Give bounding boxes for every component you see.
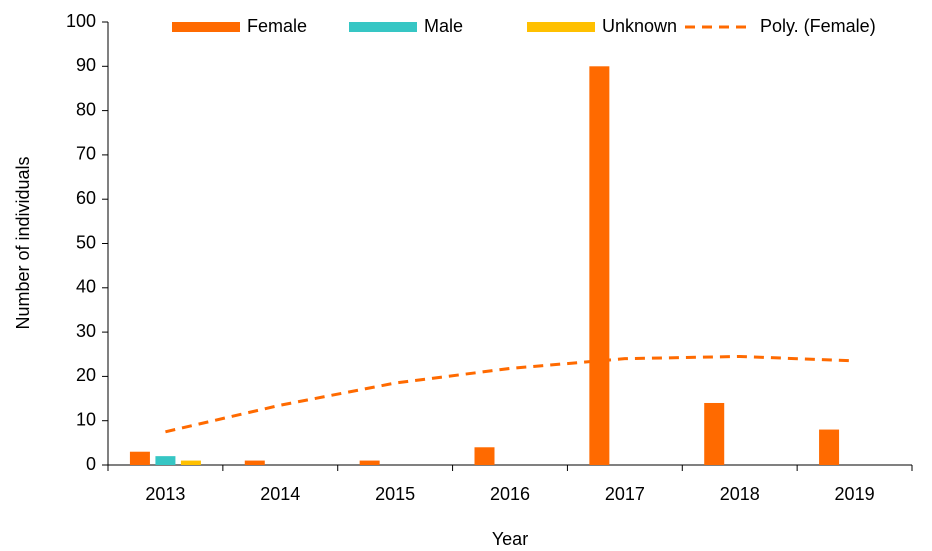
x-tick-label: 2014 [260, 484, 300, 504]
x-tick-label: 2017 [605, 484, 645, 504]
bar [180, 460, 201, 465]
legend-swatch [172, 22, 240, 32]
bar [819, 429, 840, 465]
y-tick-label: 60 [76, 188, 96, 208]
x-tick-label: 2019 [835, 484, 875, 504]
bar [359, 460, 380, 465]
legend-swatch [349, 22, 417, 32]
y-tick-label: 10 [76, 409, 96, 429]
y-tick-label: 50 [76, 232, 96, 252]
legend-label: Poly. (Female) [760, 16, 876, 36]
legend-label: Unknown [602, 16, 677, 36]
y-tick-label: 70 [76, 144, 96, 164]
bar [155, 456, 176, 465]
bar [704, 402, 725, 465]
x-tick-label: 2015 [375, 484, 415, 504]
x-tick-label: 2016 [490, 484, 530, 504]
trend-line [165, 354, 855, 434]
bar [129, 451, 150, 465]
y-tick-label: 40 [76, 277, 96, 297]
bar [244, 460, 265, 465]
legend-label: Female [247, 16, 307, 36]
bar [589, 66, 610, 466]
bar [474, 447, 495, 465]
x-tick-label: 2018 [720, 484, 760, 504]
y-tick-label: 0 [86, 454, 96, 474]
x-tick-label: 2013 [145, 484, 185, 504]
legend-label: Male [424, 16, 463, 36]
y-axis-label: Number of individuals [13, 156, 33, 329]
y-tick-label: 90 [76, 55, 96, 75]
y-tick-label: 30 [76, 321, 96, 341]
y-tick-label: 20 [76, 365, 96, 385]
y-tick-label: 80 [76, 99, 96, 119]
legend-swatch [527, 22, 595, 32]
x-axis-label: Year [492, 529, 528, 549]
y-tick-label: 100 [66, 11, 96, 31]
